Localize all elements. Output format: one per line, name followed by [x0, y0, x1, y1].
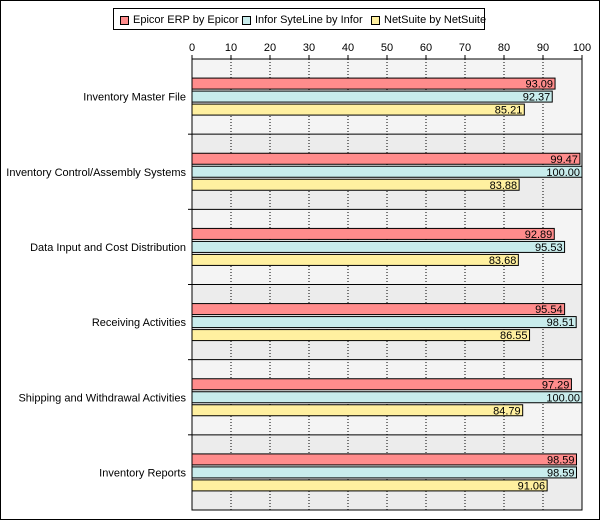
- bar-value-label: 92.89: [525, 229, 553, 241]
- bar-value-label: 91.06: [518, 480, 546, 492]
- bar: [191, 391, 583, 404]
- x-tick-label: 50: [381, 42, 393, 54]
- legend-swatch-epicor: [120, 15, 129, 25]
- legend: Epicor ERP by Epicor Infor SyteLine by I…: [113, 8, 486, 30]
- bar-value-label: 93.09: [526, 79, 554, 91]
- x-tick-label: 60: [420, 42, 432, 54]
- legend-item-infor: Infor SyteLine by Infor: [242, 13, 363, 27]
- bar: [191, 316, 577, 329]
- category-label: Inventory Master File: [83, 92, 186, 104]
- x-tick-label: 10: [225, 42, 237, 54]
- legend-swatch-netsuite: [371, 15, 380, 25]
- bar: [191, 178, 520, 191]
- category-label: Inventory Control/Assembly Systems: [6, 167, 186, 179]
- bar: [191, 404, 524, 417]
- bar: [191, 240, 566, 253]
- bar: [191, 253, 519, 266]
- bar-value-label: 85.21: [495, 105, 523, 117]
- category-label: Data Input and Cost Distribution: [30, 242, 186, 254]
- bar-value-label: 83.88: [490, 180, 518, 192]
- x-tick-label: 30: [303, 42, 315, 54]
- bar-value-label: 100.00: [546, 167, 580, 179]
- bar: [191, 453, 578, 466]
- x-tick-label: 0: [189, 42, 195, 54]
- bar: [191, 227, 555, 240]
- x-tick-label: 100: [573, 42, 591, 54]
- bar-value-label: 98.51: [547, 317, 575, 329]
- x-tick-label: 20: [264, 42, 276, 54]
- bar-value-label: 95.54: [535, 304, 563, 316]
- bar: [191, 103, 525, 116]
- category-label: Shipping and Withdrawal Activities: [18, 392, 186, 404]
- bar-value-label: 83.68: [489, 255, 517, 267]
- bar-value-label: 86.55: [500, 330, 528, 342]
- bar: [191, 165, 583, 178]
- category-label: Inventory Reports: [99, 467, 186, 479]
- bar: [191, 90, 553, 103]
- bar: [191, 152, 581, 165]
- bar: [191, 378, 572, 391]
- plot-border: [191, 58, 583, 511]
- x-tick-label: 40: [342, 42, 354, 54]
- bar: [191, 329, 531, 342]
- bar-value-label: 95.53: [535, 242, 563, 254]
- x-tick-label: 70: [459, 42, 471, 54]
- bar: [191, 479, 548, 492]
- category-label: Receiving Activities: [92, 317, 187, 329]
- legend-label-infor: Infor SyteLine by Infor: [255, 14, 363, 26]
- legend-item-epicor: Epicor ERP by Epicor: [120, 13, 239, 27]
- bar-value-label: 84.79: [493, 405, 521, 417]
- legend-swatch-infor: [242, 15, 251, 25]
- bar: [191, 303, 566, 316]
- bar-value-label: 97.29: [542, 379, 570, 391]
- legend-label-netsuite: NetSuite by NetSuite: [384, 14, 487, 26]
- x-tick-label: 80: [498, 42, 510, 54]
- bar-value-label: 98.59: [547, 467, 575, 479]
- bar-value-label: 92.37: [523, 92, 551, 104]
- x-tick-label: 90: [537, 42, 549, 54]
- bar: [191, 77, 556, 90]
- bar-value-label: 100.00: [546, 392, 580, 404]
- bar-value-label: 98.59: [547, 454, 575, 466]
- legend-label-epicor: Epicor ERP by Epicor: [133, 14, 239, 26]
- legend-item-netsuite: NetSuite by NetSuite: [371, 13, 486, 27]
- bar-value-label: 99.47: [550, 154, 578, 166]
- bar: [191, 466, 578, 479]
